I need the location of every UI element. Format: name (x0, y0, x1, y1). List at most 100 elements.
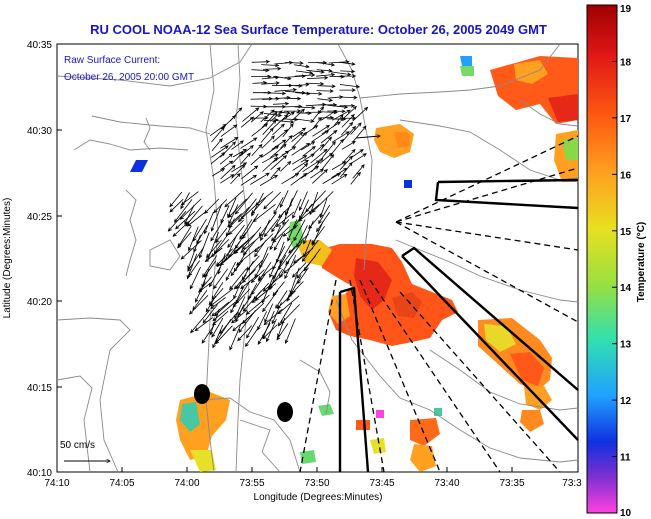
current-vector (294, 82, 310, 87)
current-vector (240, 137, 258, 149)
current-vector (261, 63, 280, 68)
current-vector (230, 259, 244, 277)
current-vector (295, 70, 314, 75)
current-vector (188, 260, 200, 277)
current-vector (320, 129, 338, 144)
current-vector (242, 290, 262, 312)
y-tick-label: 40:35 (27, 40, 52, 51)
current-vector (270, 166, 281, 179)
current-vector (352, 125, 367, 143)
current-vector (280, 135, 293, 149)
current-vector (273, 197, 284, 215)
current-vector (282, 224, 299, 237)
current-label: Raw Surface Current: (64, 55, 160, 66)
current-vector (321, 141, 336, 159)
current-vector (311, 130, 330, 142)
coastline-contours (56, 43, 579, 473)
current-vector (216, 253, 234, 267)
current-vector (257, 323, 271, 346)
current-vector (231, 151, 244, 164)
current-vector (355, 136, 380, 139)
current-vector (262, 273, 284, 292)
current-vector (273, 101, 290, 106)
current-vector (220, 124, 238, 137)
current-vector (295, 118, 315, 123)
y-tick-label: 40:25 (27, 212, 52, 223)
current-vector (341, 141, 356, 150)
current-vector (322, 173, 341, 184)
current-vector (281, 173, 300, 185)
current-vector (306, 69, 325, 74)
current-vector (215, 227, 228, 244)
colorbar-ticks: 19 18 17 16 15 14 13 12 11 10 (612, 4, 632, 519)
current-vector (306, 91, 323, 96)
y-tick-label: 40:15 (27, 383, 52, 394)
current-vector (201, 324, 215, 344)
current-vector (251, 123, 269, 137)
current-vector (211, 301, 230, 317)
current-vector (259, 174, 279, 186)
x-tick-label: 73:35 (499, 478, 524, 489)
current-vector (167, 210, 187, 232)
current-vector (251, 289, 269, 304)
current-vector (240, 233, 264, 253)
current-vector (232, 288, 251, 308)
current-vector (319, 136, 332, 151)
current-vector (339, 88, 356, 92)
current-vector (283, 109, 302, 113)
current-vector (228, 206, 250, 229)
current-vector (261, 81, 280, 86)
station-marker (194, 384, 210, 404)
current-vector (202, 304, 218, 324)
x-axis-label: Longitude (Degrees:Minutes) (254, 492, 383, 503)
current-vector (271, 139, 287, 150)
current-vector (284, 254, 297, 280)
current-vector (339, 74, 357, 78)
current-vector (240, 174, 258, 186)
current-vector (350, 122, 362, 135)
y-tick-labels: 40:35 40:30 40:25 40:20 40:15 40:10 (27, 40, 52, 479)
current-vector (280, 160, 292, 172)
colorbar-tick-label: 12 (620, 396, 632, 407)
current-vector (209, 123, 227, 137)
current-vector (339, 161, 353, 178)
sst-patches (130, 56, 578, 472)
current-vector (251, 197, 267, 215)
current-vector (262, 119, 277, 135)
current-vector (271, 210, 285, 233)
current-vector (300, 165, 320, 179)
current-vector (331, 161, 347, 170)
current-vector (213, 268, 229, 290)
current-vector (281, 111, 295, 121)
current-vector (263, 91, 287, 96)
current-vector (246, 316, 260, 339)
current-vector (331, 173, 348, 185)
current-vector (177, 231, 192, 249)
current-vector (194, 317, 213, 332)
current-vector (311, 106, 325, 122)
current-vector (206, 239, 222, 258)
current-vector (180, 192, 190, 210)
current-vector (205, 295, 217, 313)
x-tick-label: 74:00 (174, 478, 199, 489)
surface-current-vectors (167, 59, 369, 351)
current-vector (352, 106, 369, 122)
current-vector (341, 121, 354, 136)
current-vector (231, 309, 247, 324)
colorbar-tick-label: 16 (620, 170, 632, 181)
current-vector (230, 288, 244, 314)
current-vector (240, 116, 255, 128)
current-vector (189, 266, 201, 290)
current-vector (291, 155, 308, 165)
current-vector (240, 152, 251, 165)
current-vector (245, 294, 270, 315)
current-vector (284, 74, 307, 79)
current-vector (197, 280, 214, 293)
current-vector (190, 309, 211, 334)
current-vector (340, 69, 356, 74)
current-vector (272, 226, 290, 244)
current-vector (250, 111, 264, 123)
current-vector (290, 172, 308, 186)
current-vector (270, 154, 288, 170)
